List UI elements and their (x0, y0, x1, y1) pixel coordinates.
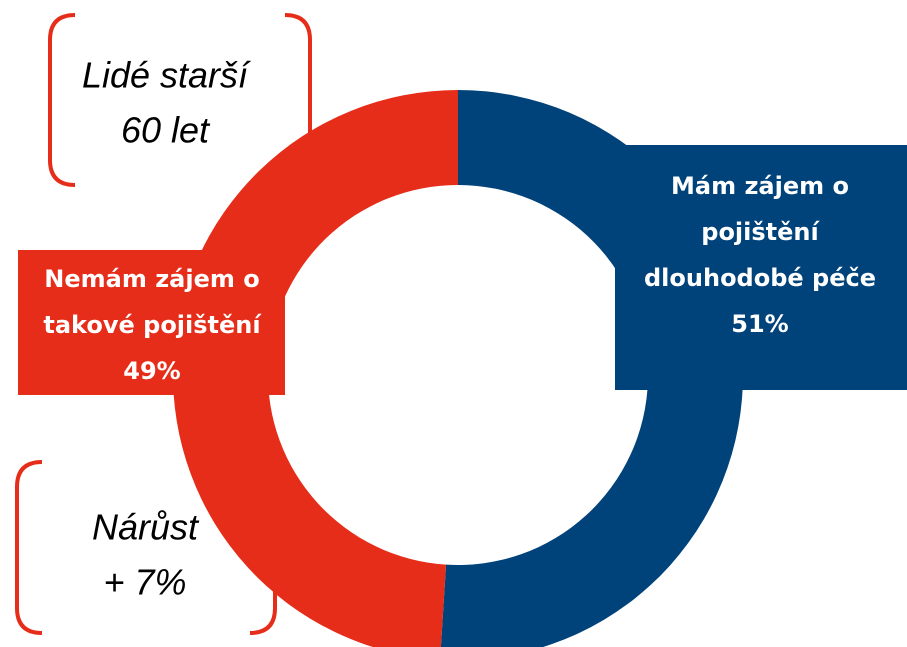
value-label: 49% (123, 357, 180, 385)
slice-label: pojištění (701, 218, 820, 246)
bracket (15, 460, 43, 635)
slice-label: Nemám zájem o (44, 265, 259, 293)
annotation: + 7% (103, 562, 186, 603)
label-box (18, 250, 285, 395)
slice-label: takové pojištění (43, 311, 262, 339)
annotation: Lidé starší (82, 55, 251, 96)
label-box (615, 145, 907, 390)
bracket (48, 13, 76, 187)
slice-label: Mám zájem o (671, 172, 849, 200)
annotation: 60 let (121, 110, 211, 151)
slice (173, 90, 458, 647)
slice-label: dlouhodobé péče (644, 264, 876, 292)
annotation: Nárůst (92, 507, 200, 548)
value-label: 51% (731, 310, 788, 338)
